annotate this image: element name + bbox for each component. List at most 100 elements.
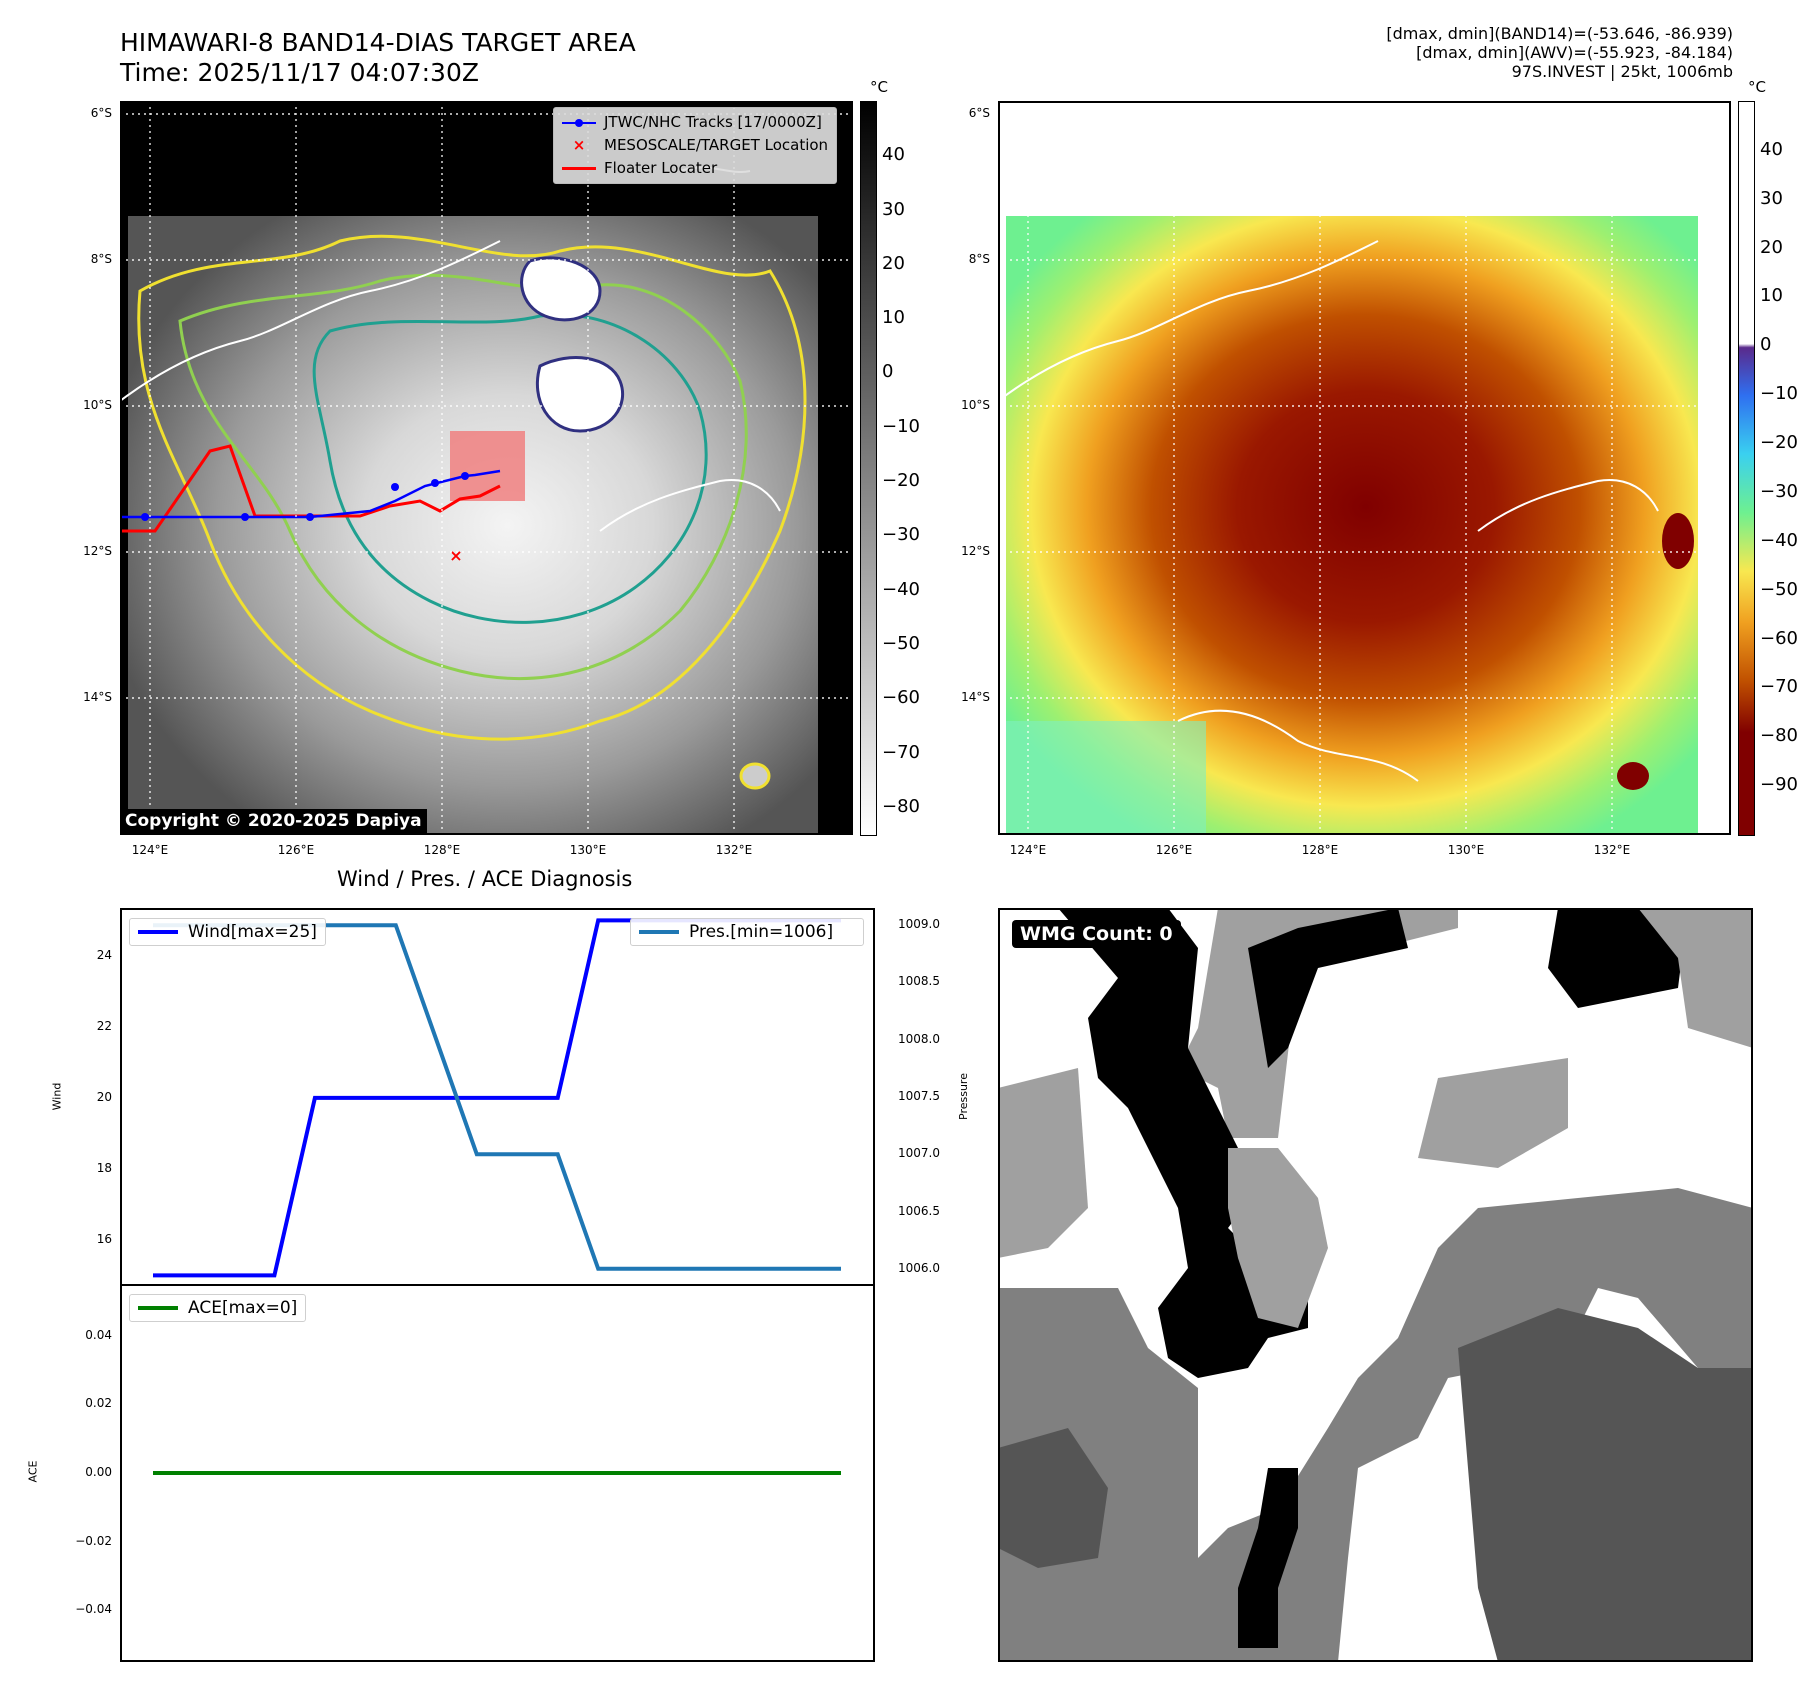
wmg-region [1228,1148,1328,1328]
lon-tick-label: 128°E [1301,843,1339,857]
colorbar-tick-label: −70 [882,741,920,763]
contour-outer [137,234,807,741]
lat-tick-label: 8°S [968,252,990,266]
map-grid [998,101,1731,835]
contour-core-2 [520,256,602,322]
colorbar-tick-label: −80 [882,795,920,817]
colorbar-tick-label: 40 [1760,138,1783,160]
colorbar-tick-label: 30 [1760,187,1783,209]
colorbar-tick-label: −40 [882,578,920,600]
wind-pressure-frame [120,908,875,1286]
y-tick-label: 18 [96,1160,112,1175]
y-tick-label: 1007.5 [898,1089,940,1103]
wmg-region [1458,1308,1753,1662]
lat-tick-label: 14°S [83,690,112,704]
colorbar-tick-label: −90 [1760,774,1798,796]
copyright-label: Copyright © 2020-2025 Dapiya [120,809,427,833]
lon-tick-label: 124°E [1009,843,1047,857]
y-tick-label: 1007.0 [898,1146,940,1161]
colorbar-tick-label: −20 [882,470,920,492]
lat-tick-label: 12°S [961,544,990,558]
wind-legend-label: Wind[max=25] [188,922,317,942]
y-tick-label: −0.02 [75,1533,112,1548]
wmg-region [998,1068,1088,1258]
lon-tick-label: 132°E [1593,843,1631,857]
y-tick-label: 20 [96,1089,112,1104]
colorbar-tick-label: −60 [882,687,920,709]
y-tick-label: −0.04 [75,1602,112,1617]
wmg-count-label: WMG Count: 0 [1012,920,1181,948]
legend-item-floater: Floater Locater [562,157,828,180]
ace-legend: ACE[max=0] [129,1294,307,1322]
colorbar-tick-label: 0 [1760,334,1772,356]
lon-tick-label: 126°E [1155,843,1193,857]
colorbar-tick-label: −50 [1760,578,1798,600]
y-tick-label: 1008.5 [898,974,940,989]
target-box [450,431,525,501]
wind-axis-label: Wind [50,1082,64,1111]
wmg-region [1178,908,1458,1138]
right-colorbar [1738,101,1755,836]
wmg-panel-frame [998,908,1753,1662]
left-satellite-map: × [120,101,853,835]
wmg-panel [998,908,1753,1662]
jtwc-track [120,469,501,519]
coastline [998,240,1379,402]
colorbar-tick-label: 20 [882,252,905,274]
left-map-legend: JTWC/NHC Tracks [17/0000Z] × MESOSCALE/TA… [553,107,838,184]
colorbar-tick-label: −50 [882,632,920,654]
diagnosis-title: Wind / Pres. / ACE Diagnosis [337,867,633,891]
colorbar-tick-label: 20 [1760,236,1783,258]
wmg-region [1238,1468,1298,1648]
colorbar-tick-label: 0 [882,361,894,383]
right-awv-map [998,101,1731,835]
ace-chart [153,1471,841,1475]
pressure-legend: Pres.[min=1006] [630,918,864,946]
colorbar-tick-label: −40 [1760,529,1798,551]
wmg-region [1638,908,1753,1048]
left-map-frame [120,101,853,835]
lat-tick-label: 10°S [83,398,112,412]
coastline [1177,709,1419,782]
y-tick-label: 1008.0 [898,1031,940,1046]
pressure-legend-label: Pres.[min=1006] [689,922,834,942]
lat-tick-label: 6°S [90,106,112,120]
lat-tick-label: 8°S [90,252,112,266]
wmg-region [1148,1188,1753,1662]
title-line-2: Time: 2025/11/17 04:07:30Z [120,58,479,87]
y-tick-label: 0.04 [85,1327,112,1342]
colorbar-tick-label: −10 [882,415,920,437]
floater-locater-path [120,444,501,533]
lon-tick-label: 130°E [1447,843,1485,857]
colorbar-tick-label: 10 [882,307,905,329]
ace-legend-label: ACE[max=0] [188,1298,298,1318]
colorbar-tick-label: −30 [882,524,920,546]
contour-inner [312,313,708,624]
ace-frame [120,1284,875,1662]
y-tick-label: 22 [96,1018,112,1033]
lat-tick-label: 6°S [968,106,990,120]
contour-core-1 [535,356,625,433]
colorbar-tick-label: −60 [1760,627,1798,649]
wind-legend: Wind[max=25] [129,918,326,946]
awv-cell [1662,513,1694,569]
y-tick-label: 1009.0 [898,917,940,932]
title-line-1: HIMAWARI-8 BAND14-DIAS TARGET AREA [120,28,636,57]
colorbar-tick-label: 30 [882,198,905,220]
wmg-region [1548,908,1688,1008]
cloud-field [128,216,818,835]
colorbar-tick-label: −10 [1760,383,1798,405]
y-tick-label: 24 [96,947,112,962]
wmg-region [998,1428,1108,1568]
y-tick-label: 0.00 [85,1465,112,1479]
pressure-axis-label: Pressure [956,1073,970,1120]
colorbar-tick-label: −70 [1760,676,1798,698]
lat-tick-label: 12°S [83,544,112,558]
wmg-region [1418,1058,1568,1168]
colorbar-tick-label: −80 [1760,725,1798,747]
lon-tick-label: 128°E [423,843,461,857]
small-cell [739,762,771,790]
colorbar-tick-label: 40 [882,144,905,166]
lat-tick-label: 10°S [961,398,990,412]
target-location-marker: × [449,546,462,565]
